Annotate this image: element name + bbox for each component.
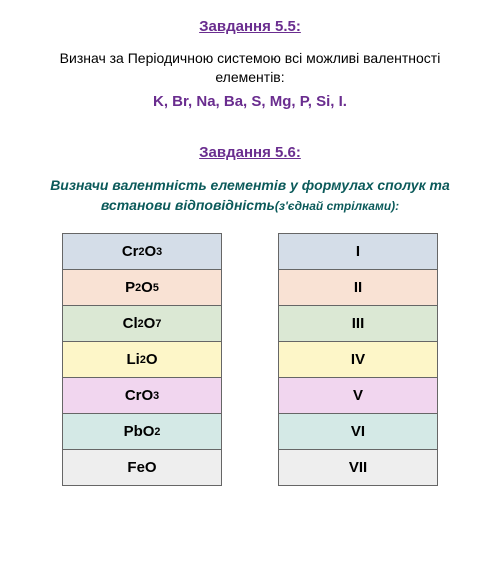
task1-description: Визнач за Періодичною системою всі можли… xyxy=(28,49,472,87)
valence-cell: III xyxy=(279,306,437,342)
task1-heading: Завдання 5.5: xyxy=(28,18,472,35)
valence-cell: VI xyxy=(279,414,437,450)
formula-cell: PbO2 xyxy=(63,414,221,450)
valence-cell: I xyxy=(279,234,437,270)
valence-cell: V xyxy=(279,378,437,414)
formula-cell: Cr 2O3 xyxy=(63,234,221,270)
valence-cell: VII xyxy=(279,450,437,486)
match-table: Cr 2O3P2O5Cl2O7Li2OCrO3PbO2FeO IIIIIIIVV… xyxy=(28,233,472,486)
task2-desc-paren: (з'єднай стрілками): xyxy=(275,199,399,213)
formulas-column: Cr 2O3P2O5Cl2O7Li2OCrO3PbO2FeO xyxy=(62,233,222,486)
formula-cell: P2O5 xyxy=(63,270,221,306)
valence-cell: IV xyxy=(279,342,437,378)
valence-column: IIIIIIIVVVIVII xyxy=(278,233,438,486)
valence-cell: II xyxy=(279,270,437,306)
task2-heading: Завдання 5.6: xyxy=(28,144,472,161)
formula-cell: Li2O xyxy=(63,342,221,378)
formula-cell: Cl2O7 xyxy=(63,306,221,342)
task1-elements: K, Br, Na, Ba, S, Mg, P, Si, I. xyxy=(28,93,472,110)
formula-cell: FeO xyxy=(63,450,221,486)
formula-cell: CrO3 xyxy=(63,378,221,414)
task2-description: Визначи валентність елементів у формулах… xyxy=(28,175,472,216)
